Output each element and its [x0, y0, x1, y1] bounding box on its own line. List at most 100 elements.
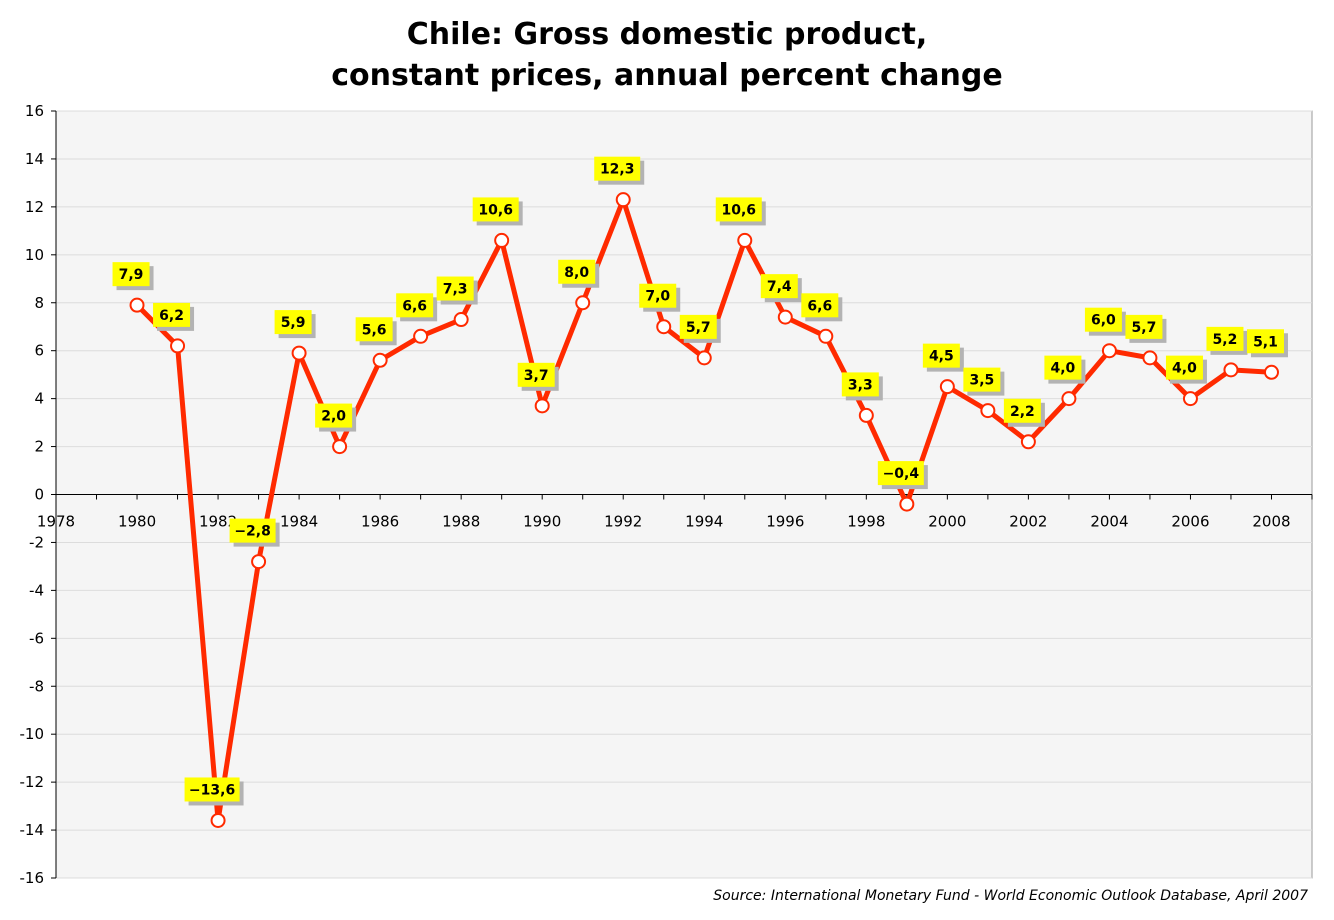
- y-tick-label: 2: [34, 438, 44, 456]
- y-tick-label: -14: [20, 821, 45, 839]
- data-label-box: [1165, 355, 1203, 380]
- data-point: [1263, 364, 1279, 380]
- data-point: [656, 319, 672, 335]
- x-tick-label: 2002: [1009, 513, 1047, 531]
- data-label-box: [877, 461, 924, 486]
- data-labels: 7,9 6,2 −13,6 −2,8 5,9 2,0 5,6 6,6 7,3 10,6 3,7 8,0…: [112, 156, 1288, 806]
- data-point: [980, 403, 996, 419]
- data-point: [453, 312, 469, 328]
- data-point: [1061, 391, 1077, 407]
- data-point: [777, 309, 793, 325]
- data-label: −0,4: [883, 466, 920, 482]
- x-tick-label: 1982: [199, 513, 237, 531]
- chart-title-line-1: Chile: Gross domestic product,: [406, 17, 928, 52]
- data-label: 7,9: [119, 267, 144, 283]
- data-label-box: [396, 293, 434, 318]
- x-tick-label: 1996: [766, 513, 804, 531]
- data-label-box: [355, 317, 393, 342]
- data-label-box: [472, 197, 519, 222]
- gridlines: [56, 110, 1312, 879]
- data-point: [615, 192, 631, 208]
- y-tick-label: -8: [29, 677, 44, 695]
- x-tick-label: 1986: [361, 513, 399, 531]
- data-label-box: [841, 372, 879, 397]
- x-tick-label: 1994: [685, 513, 723, 531]
- data-label: 4,5: [929, 349, 954, 365]
- data-label: 2,0: [321, 409, 346, 425]
- data-point: [1101, 343, 1117, 359]
- data-label: 6,0: [1091, 313, 1116, 329]
- data-point: [696, 350, 712, 366]
- data-point: [818, 328, 834, 344]
- y-tick-label: -6: [29, 629, 44, 647]
- data-point: [494, 232, 510, 248]
- y-tick-label: 4: [34, 390, 44, 408]
- data-label-box: [274, 310, 312, 335]
- x-tick-label: 1992: [604, 513, 642, 531]
- data-label-box: [679, 314, 717, 339]
- data-label: 2,2: [1010, 404, 1035, 420]
- data-point: [1142, 350, 1158, 366]
- data-point: [291, 345, 307, 361]
- data-label: 10,6: [478, 202, 513, 218]
- x-tick-label: 1988: [442, 513, 480, 531]
- chart-title-line-2: constant prices, annual percent change: [331, 58, 1003, 93]
- data-label-box: [517, 362, 555, 387]
- x-tick-label: 2000: [928, 513, 966, 531]
- data-point: [939, 379, 955, 395]
- data-label: 7,0: [645, 289, 670, 305]
- source-note: Source: International Monetary Fund - Wo…: [713, 888, 1308, 904]
- y-tick-label: 0: [34, 486, 44, 504]
- data-label-box: [639, 283, 677, 308]
- data-label: 5,9: [281, 315, 306, 331]
- data-label: 10,6: [722, 202, 757, 218]
- x-tick-label: 2006: [1171, 513, 1209, 531]
- data-label-box: [922, 343, 960, 368]
- data-label-box: [436, 276, 474, 301]
- x-tick-label: 1978: [37, 513, 75, 531]
- data-point: [129, 297, 145, 313]
- data-label-box: [1125, 314, 1163, 339]
- y-tick-label: 12: [25, 198, 44, 216]
- data-label: 3,7: [524, 368, 549, 384]
- x-tick-label: 1998: [847, 513, 885, 531]
- y-tick-label: -16: [20, 869, 45, 887]
- data-label-box: [715, 197, 762, 222]
- data-point: [899, 496, 915, 512]
- data-point: [534, 398, 550, 414]
- y-tick-label: -2: [29, 533, 44, 551]
- data-label: 4,0: [1172, 361, 1197, 377]
- x-tick-label: 2008: [1252, 513, 1290, 531]
- data-label: −2,8: [234, 524, 271, 540]
- data-label: 12,3: [600, 162, 635, 178]
- data-point: [575, 295, 591, 311]
- data-label-box: [1246, 329, 1284, 354]
- data-label-box: [1084, 307, 1122, 332]
- x-tick-label: 1990: [523, 513, 561, 531]
- data-label: 6,6: [807, 298, 832, 314]
- x-tick-label: 2004: [1090, 513, 1128, 531]
- data-label-box: [153, 302, 191, 327]
- data-label: 6,6: [402, 298, 427, 314]
- data-label: 5,7: [1132, 320, 1157, 336]
- data-label-box: [801, 293, 839, 318]
- data-point: [1223, 362, 1239, 378]
- x-tick-label: 1984: [280, 513, 318, 531]
- data-label: −13,6: [189, 782, 235, 798]
- data-point: [1182, 391, 1198, 407]
- y-tick-label: -4: [29, 581, 44, 599]
- data-point: [251, 554, 267, 570]
- data-label-box: [558, 259, 596, 284]
- data-label-box: [1044, 355, 1082, 380]
- x-tick-label: 1980: [118, 513, 156, 531]
- data-point: [737, 232, 753, 248]
- data-label: 3,3: [848, 377, 873, 393]
- data-point: [1020, 434, 1036, 450]
- y-axis-ticks: 16 14 12 10 8 6 4 2 0 -2 -4 -6 -8 -10 -12 -14 -16: [20, 102, 56, 887]
- data-label: 5,7: [686, 320, 711, 336]
- data-label: 5,1: [1253, 334, 1278, 350]
- data-point: [210, 812, 226, 828]
- data-label-box: [184, 777, 240, 802]
- y-tick-label: 10: [25, 246, 44, 264]
